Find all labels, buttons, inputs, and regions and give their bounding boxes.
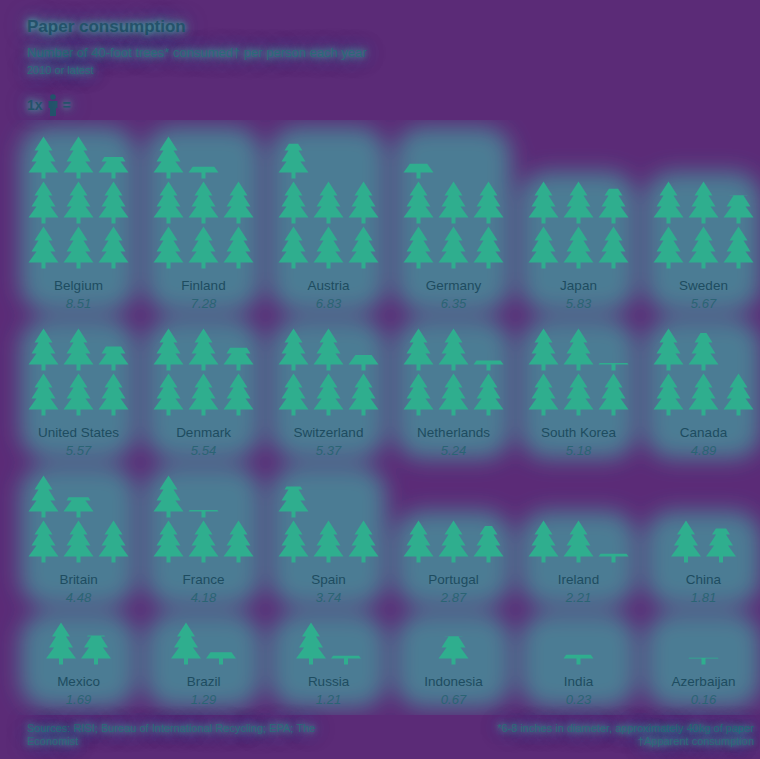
svg-text:South Korea: South Korea [541,425,617,440]
svg-text:4.48: 4.48 [66,590,92,605]
svg-text:7.28: 7.28 [191,296,217,311]
svg-text:4.18: 4.18 [191,590,217,605]
svg-text:4.89: 4.89 [691,443,716,458]
svg-text:Indonesia: Indonesia [424,674,483,689]
html-text:†Apparent consumption: †Apparent consumption [637,735,754,747]
svg-text:1.29: 1.29 [191,692,216,707]
svg-text:Sweden: Sweden [679,278,728,293]
svg-text:India: India [564,674,594,689]
svg-text:Denmark: Denmark [176,425,231,440]
svg-text:1.69: 1.69 [66,692,91,707]
html-text:1x: 1x [27,97,43,113]
svg-text:1.21: 1.21 [316,692,341,707]
svg-text:3.74: 3.74 [316,590,341,605]
html-text:2010 or latest: 2010 or latest [27,64,94,76]
svg-text:Mexico: Mexico [57,674,100,689]
svg-text:1.81: 1.81 [691,590,716,605]
svg-text:Spain: Spain [311,572,346,587]
svg-text:8.51: 8.51 [66,296,91,311]
html-text:Number of 40-foot trees* consu: Number of 40-foot trees* consumed† per p… [27,45,367,60]
html-text:*6-8 inches in diameter, appro: *6-8 inches in diameter, approximately 4… [497,722,754,734]
svg-text:Brazil: Brazil [187,674,221,689]
svg-text:France: France [182,572,224,587]
svg-text:United States: United States [38,425,119,440]
svg-text:2.21: 2.21 [565,590,591,605]
svg-text:Portugal: Portugal [428,572,478,587]
svg-text:Canada: Canada [680,425,728,440]
svg-text:5.57: 5.57 [66,443,92,458]
html-text:Sources: RISI; Bureau of Inter: Sources: RISI; Bureau of International R… [27,722,316,747]
svg-text:Russia: Russia [308,674,350,689]
svg-text:5.83: 5.83 [566,296,592,311]
svg-text:Netherlands: Netherlands [417,425,490,440]
svg-text:Japan: Japan [560,278,597,293]
svg-text:China: China [686,572,722,587]
svg-text:Austria: Austria [307,278,350,293]
svg-text:0.16: 0.16 [691,692,717,707]
svg-text:Azerbaijan: Azerbaijan [672,674,736,689]
svg-text:5.18: 5.18 [566,443,592,458]
svg-text:0.67: 0.67 [441,692,467,707]
svg-text:5.37: 5.37 [316,443,342,458]
svg-text:0.23: 0.23 [566,692,592,707]
svg-text:Belgium: Belgium [54,278,103,293]
svg-text:5.54: 5.54 [191,443,216,458]
svg-text:Germany: Germany [426,278,482,293]
svg-text:Britain: Britain [59,572,97,587]
svg-text:Ireland: Ireland [558,572,599,587]
svg-text:2.87: 2.87 [440,590,467,605]
svg-text:Switzerland: Switzerland [294,425,364,440]
svg-text:6.83: 6.83 [316,296,342,311]
svg-text:5.24: 5.24 [441,443,466,458]
svg-text:5.67: 5.67 [691,296,717,311]
svg-text:6.35: 6.35 [441,296,467,311]
html-text:Paper consumption: Paper consumption [27,17,186,36]
svg-text:Finland: Finland [181,278,225,293]
